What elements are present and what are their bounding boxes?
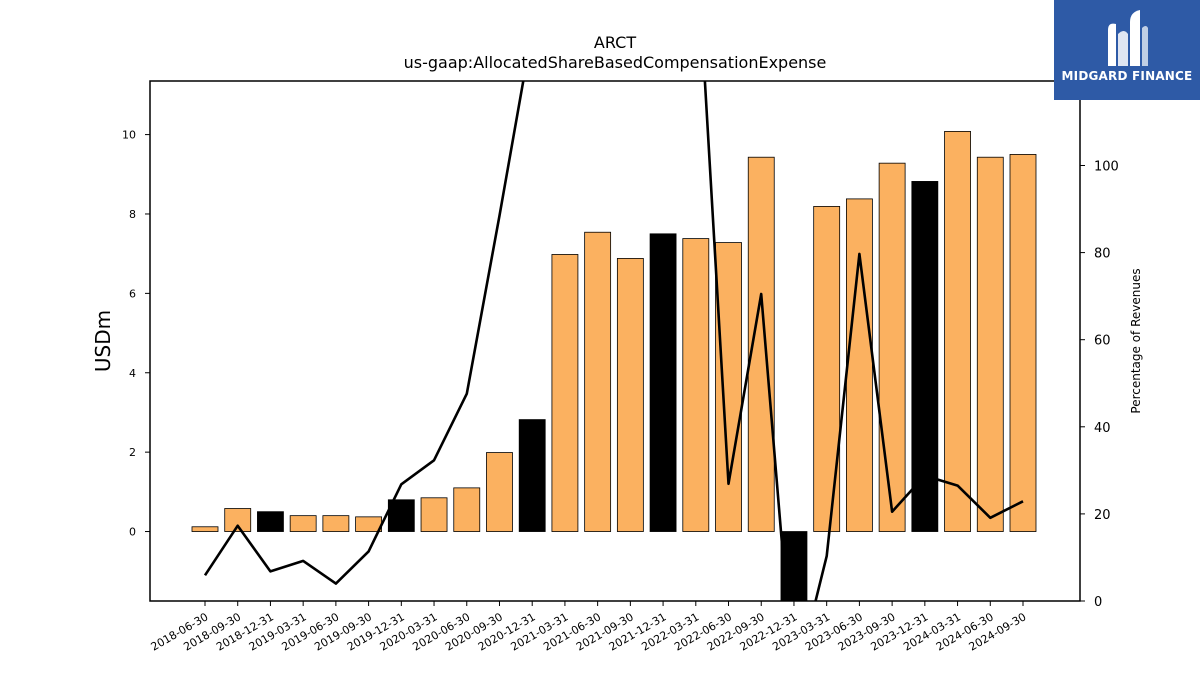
bar-2018-09-30: [224, 508, 252, 532]
bar-2023-12-31: [911, 181, 939, 532]
bar-2021-06-30: [584, 231, 612, 532]
bar-2021-03-31: [551, 254, 579, 532]
y2-tick-label: 20: [1094, 508, 1111, 523]
bar-2021-09-30: [616, 258, 644, 532]
bar-2022-03-31: [682, 238, 710, 532]
bar-2018-06-30: [191, 526, 219, 532]
midgard-logo-icon: [1108, 10, 1148, 67]
bar-2019-09-30: [355, 516, 383, 532]
bar-2024-03-31: [944, 131, 971, 532]
bar-2022-06-30: [715, 242, 742, 532]
chart-title: ARCT: [594, 33, 636, 52]
bar-2024-06-30: [976, 156, 1004, 532]
y2-tick-label: 100: [1094, 159, 1119, 174]
bar-2020-12-31: [518, 419, 546, 532]
y-tick-label: 0: [129, 526, 136, 539]
y2-axis-label: Percentage of Revenues: [1129, 268, 1143, 413]
y2-tick-label: 0: [1094, 595, 1102, 610]
bar-2019-06-30: [322, 515, 350, 532]
bar-2019-03-31: [289, 515, 317, 532]
y-tick-label: 6: [129, 287, 136, 300]
percentage-of-revenues-line: [203, 81, 1024, 601]
y2-tick-label: 80: [1094, 247, 1111, 262]
bar-2018-12-31: [257, 511, 284, 532]
y-tick-label: 8: [129, 208, 136, 221]
y-tick-label: 2: [129, 446, 136, 459]
logo-text: MIDGARD FINANCE: [1061, 69, 1193, 83]
bar-2020-09-30: [486, 452, 513, 532]
y-tick-label: 4: [129, 367, 136, 380]
bar-2021-12-31: [649, 233, 677, 532]
bar-2019-12-31: [387, 499, 415, 532]
bar-2023-06-30: [846, 198, 873, 532]
plot-frame: [149, 80, 1081, 602]
bar-2023-09-30: [878, 162, 906, 532]
bar-2024-09-30: [1009, 154, 1037, 532]
chart-subtitle: us-gaap:AllocatedShareBasedCompensationE…: [404, 53, 827, 72]
bar-2020-06-30: [453, 487, 481, 532]
y-axis-label: USDm: [91, 310, 115, 372]
bar-2020-03-31: [420, 497, 448, 532]
y2-tick-label: 40: [1094, 421, 1111, 436]
y2-tick-label: 60: [1094, 334, 1111, 349]
midgard-finance-logo: MIDGARD FINANCE: [1054, 0, 1200, 100]
y-tick-label: 10: [122, 129, 136, 142]
